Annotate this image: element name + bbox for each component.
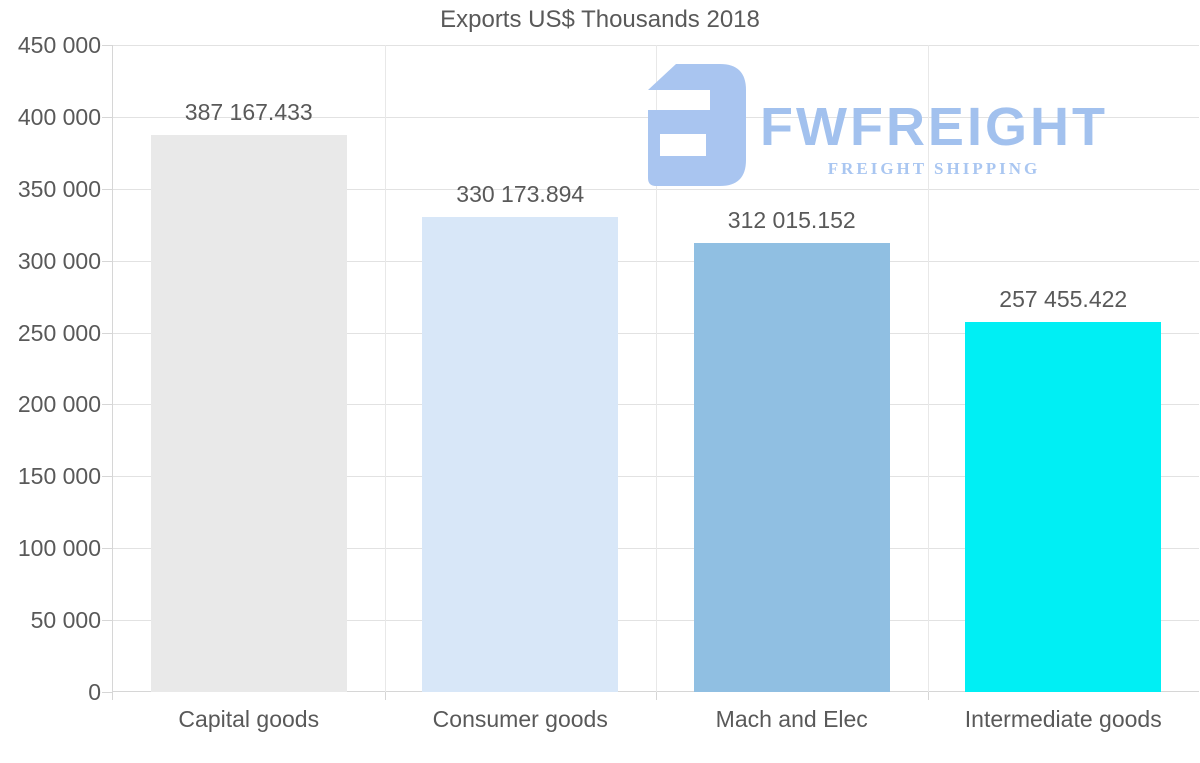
y-axis (112, 45, 113, 700)
watermark-logo: FWFREIGHT FREIGHT SHIPPING (648, 64, 1108, 191)
bar-value-label: 387 167.433 (184, 99, 313, 126)
y-tick (102, 45, 112, 46)
gridline (384, 45, 386, 692)
bar (693, 243, 890, 692)
bar (965, 321, 1162, 692)
y-axis-label: 200 000 (17, 391, 101, 418)
y-axis-label: 350 000 (17, 175, 101, 202)
y-tick (102, 332, 112, 334)
plot-area: 387 167.433 330 173.894 312 015.152 257 455… (102, 45, 1199, 700)
x-tick (927, 692, 929, 700)
bar-value-label: 312 015.152 (727, 207, 856, 234)
y-axis-label: 50 000 (30, 607, 101, 634)
y-axis-label: 150 000 (17, 463, 101, 490)
y-tick (102, 260, 112, 262)
y-axis-label: 0 (88, 679, 101, 705)
category-label: Capital goods (178, 706, 320, 732)
bar-value-label: 330 173.894 (456, 181, 585, 208)
x-tick (656, 692, 657, 700)
y-tick (102, 116, 112, 118)
x-tick (112, 692, 113, 700)
y-tick (102, 476, 112, 478)
fwfreight-logo-icon (648, 64, 746, 191)
y-tick (102, 548, 112, 550)
x-tick (384, 692, 386, 700)
y-tick (102, 692, 112, 693)
y-axis-label: 250 000 (17, 319, 101, 346)
x-axis (112, 691, 1199, 692)
category-label: Intermediate goods (964, 706, 1162, 732)
logo-name: FWFREIGHT (760, 97, 1108, 157)
y-tick (102, 188, 112, 190)
y-axis-label: 450 000 (17, 32, 101, 58)
category-label: Consumer goods (432, 706, 608, 732)
bar (422, 217, 619, 692)
y-axis-label: 400 000 (17, 103, 101, 130)
bar-value-label: 257 455.422 (999, 285, 1128, 312)
y-axis-label: 300 000 (17, 247, 101, 274)
y-tick (102, 404, 112, 406)
logo-subtitle: FREIGHT SHIPPING (827, 159, 1041, 178)
gridline (927, 45, 929, 692)
category-label: Mach and Elec (715, 706, 868, 732)
chart-title: Exports US$ Thousands 2018 (440, 6, 760, 33)
y-tick (102, 620, 112, 622)
y-axis-label: 100 000 (17, 535, 101, 562)
gridline (656, 45, 657, 692)
bar (150, 135, 347, 692)
